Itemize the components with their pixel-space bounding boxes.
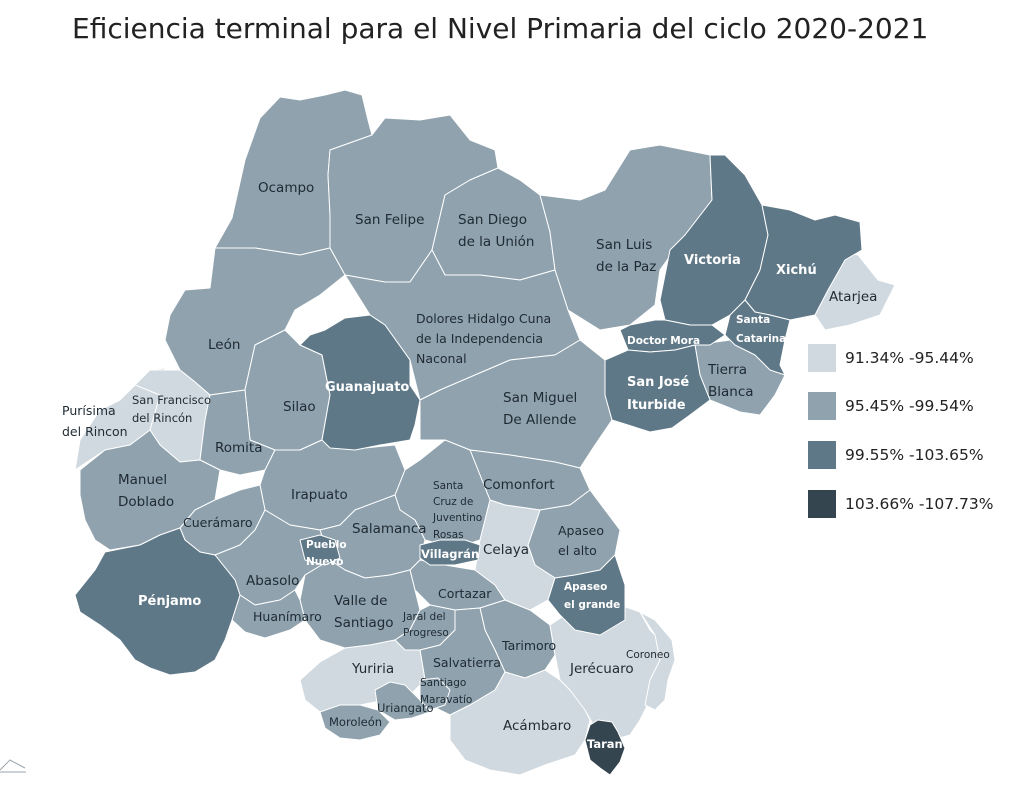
- label-sfr-1: San Francisco: [132, 393, 211, 407]
- label-santa-catarina-1: Santa: [736, 314, 770, 326]
- label-dolores-1: Dolores Hidalgo Cuna: [416, 311, 551, 326]
- label-apaseo-grande-1: Apaseo: [564, 581, 607, 593]
- region-san-jose-iturbide[interactable]: [604, 344, 711, 433]
- scale-bar: [0, 759, 26, 773]
- label-san-miguel-1: San Miguel: [503, 390, 577, 406]
- label-silao: Silao: [283, 399, 316, 415]
- label-cueramaro: Cuerámaro: [183, 515, 253, 530]
- label-san-felipe: San Felipe: [355, 212, 424, 228]
- label-dolores-3: Naconal: [416, 351, 467, 366]
- region-guanajuato[interactable]: [299, 314, 421, 451]
- label-leon: León: [208, 337, 240, 353]
- region-santa-catarina[interactable]: [724, 299, 791, 376]
- map-labels: Ocampo San Felipe San Diego de la Unión …: [62, 180, 877, 751]
- label-san-jose-2: Iturbide: [627, 398, 686, 413]
- label-san-jose-1: San José: [627, 375, 689, 390]
- label-celaya: Celaya: [483, 542, 529, 558]
- label-ocampo: Ocampo: [258, 180, 314, 196]
- label-apaseo-grande-2: el grande: [564, 599, 620, 611]
- label-tarandacuao: Tarandacuao: [587, 737, 669, 751]
- label-salamanca: Salamanca: [352, 521, 427, 537]
- legend-swatch-2: [808, 392, 836, 420]
- label-santa-cruz-2: Cruz de: [433, 496, 473, 508]
- map-title: Eficiencia terminal para el Nivel Primar…: [72, 12, 929, 45]
- label-santiago-m-2: Maravatío: [420, 694, 472, 706]
- label-san-miguel-2: De Allende: [503, 412, 576, 428]
- label-apaseo-alto-1: Apaseo: [558, 523, 604, 538]
- label-penjamo: Pénjamo: [138, 594, 201, 609]
- label-santa-catarina-2: Catarina: [736, 333, 786, 345]
- label-apaseo-alto-2: el alto: [558, 543, 597, 558]
- region-tarandacuao[interactable]: [584, 719, 626, 776]
- label-coroneo: Coroneo: [626, 649, 670, 661]
- label-jaral-2: Progreso: [403, 627, 449, 639]
- legend-label-1: 91.34% -95.44%: [845, 349, 974, 367]
- legend-swatch-3: [808, 441, 836, 469]
- legend-item-1[interactable]: 91.34% -95.44%: [808, 344, 1018, 374]
- label-moroleon: Moroleón: [329, 715, 382, 729]
- label-santiago-m-1: Santiago: [420, 677, 466, 689]
- label-villagran: Villagrán: [421, 547, 479, 561]
- label-santa-cruz-4: Rosas: [433, 529, 464, 541]
- legend-swatch-4: [808, 490, 836, 518]
- region-moroleon[interactable]: [319, 704, 391, 741]
- label-purisima-2: del Rincon: [62, 424, 128, 439]
- label-irapuato: Irapuato: [291, 487, 348, 503]
- label-manuel-doblado-2: Doblado: [118, 494, 174, 510]
- label-tierra-blanca-2: Blanca: [708, 384, 754, 400]
- label-san-diego-1: San Diego: [458, 212, 527, 228]
- label-santa-cruz-1: Santa: [433, 480, 463, 492]
- label-atarjea: Atarjea: [829, 289, 877, 305]
- label-xichu: Xichú: [776, 263, 817, 278]
- region-uriangato[interactable]: [374, 681, 431, 721]
- region-xichu[interactable]: [744, 204, 863, 321]
- region-villagran[interactable]: [419, 539, 481, 566]
- label-romita: Romita: [215, 440, 263, 456]
- label-sfr-2: del Rincón: [132, 411, 192, 425]
- region-coroneo[interactable]: [639, 611, 676, 711]
- label-tierra-blanca-1: Tierra: [707, 362, 747, 378]
- label-huanimaro: Huanímaro: [253, 609, 322, 624]
- legend-label-2: 95.45% -99.54%: [845, 397, 974, 415]
- legend-item-4[interactable]: 103.66% -107.73%: [808, 490, 1018, 520]
- label-san-diego-2: de la Unión: [458, 234, 535, 250]
- region-huanimaro[interactable]: [231, 589, 306, 639]
- legend-label-3: 99.55% -103.65%: [845, 446, 984, 464]
- region-santiago-maravatio[interactable]: [419, 677, 451, 711]
- legend-label-4: 103.66% -107.73%: [845, 495, 994, 513]
- label-doctor-mora: Doctor Mora: [627, 335, 700, 347]
- label-acambaro: Acámbaro: [503, 718, 571, 734]
- label-cortazar: Cortazar: [438, 586, 492, 601]
- label-pueblo-nuevo-2: Nuevo: [306, 556, 343, 568]
- label-tarimoro: Tarimoro: [501, 638, 556, 653]
- label-dolores-2: de la Independencia: [416, 331, 543, 346]
- label-salvatierra: Salvatierra: [433, 655, 501, 670]
- label-valle-1: Valle de: [334, 593, 387, 609]
- legend-item-3[interactable]: 99.55% -103.65%: [808, 441, 1018, 471]
- label-uriangato: Uriangato: [377, 701, 434, 715]
- label-jerecuaro: Jerécuaro: [569, 661, 634, 677]
- label-victoria: Victoria: [684, 253, 741, 268]
- label-valle-2: Santiago: [334, 615, 394, 631]
- label-purisima-1: Purísima: [62, 403, 116, 418]
- label-santa-cruz-3: Juventino: [432, 512, 482, 524]
- label-manuel-doblado-1: Manuel: [118, 472, 167, 488]
- label-san-luis-2: de la Paz: [596, 259, 656, 275]
- label-pueblo-nuevo-1: Pueblo: [306, 539, 347, 551]
- label-abasolo: Abasolo: [246, 573, 299, 589]
- region-penjamo[interactable]: [74, 527, 241, 676]
- label-jaral-1: Jaral del: [402, 611, 446, 623]
- region-apaseo-el-grande[interactable]: [547, 554, 626, 636]
- label-guanajuato: Guanajuato: [325, 380, 409, 395]
- label-yuriria: Yuriria: [351, 661, 394, 677]
- legend-swatch-1: [808, 344, 836, 372]
- legend-item-2[interactable]: 95.45% -99.54%: [808, 392, 1018, 422]
- region-pueblo-nuevo[interactable]: [299, 534, 341, 566]
- label-comonfort: Comonfort: [483, 477, 555, 493]
- label-san-luis-1: San Luis: [596, 237, 652, 253]
